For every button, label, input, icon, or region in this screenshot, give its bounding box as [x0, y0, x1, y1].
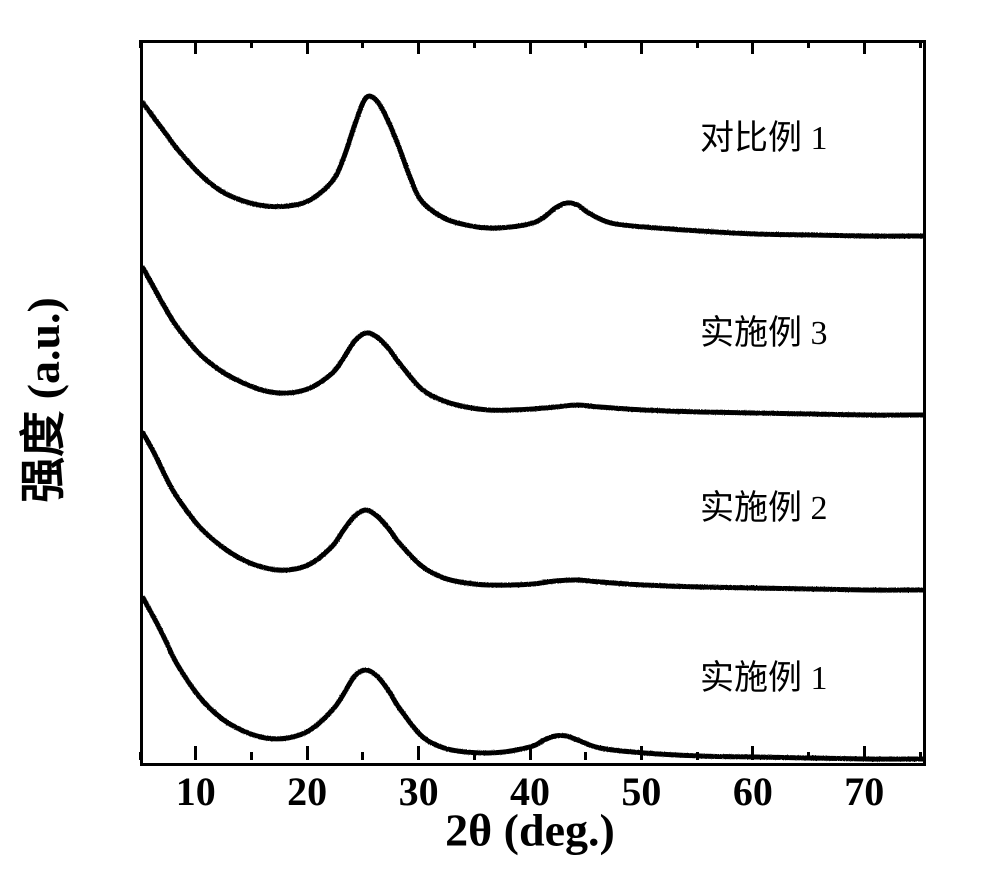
x-tick-label: 60: [733, 768, 773, 815]
x-tick-major: [529, 746, 532, 760]
x-tick-minor: [919, 752, 922, 760]
x-tick-minor: [807, 40, 810, 48]
x-tick-major: [194, 40, 197, 54]
x-tick-minor: [473, 752, 476, 760]
x-tick-minor: [584, 752, 587, 760]
x-tick-minor: [584, 40, 587, 48]
x-tick-major: [529, 40, 532, 54]
x-tick-minor: [250, 40, 253, 48]
x-tick-minor: [473, 40, 476, 48]
x-tick-major: [863, 746, 866, 760]
x-tick-major: [640, 40, 643, 54]
x-tick-label: 40: [510, 768, 550, 815]
chart-container: 强度 (a.u.) 2θ (deg.) 10203040506070对比例 1实…: [0, 0, 1000, 880]
series-label-example-1: 实施例 1: [700, 650, 828, 699]
x-tick-minor: [361, 40, 364, 48]
x-tick-minor: [807, 752, 810, 760]
x-tick-major: [863, 40, 866, 54]
x-tick-minor: [139, 40, 142, 48]
x-tick-major: [751, 746, 754, 760]
series-label-comparative-1: 对比例 1: [700, 110, 828, 159]
series-label-example-2: 实施例 2: [700, 480, 828, 529]
x-tick-minor: [250, 752, 253, 760]
x-tick-label: 30: [399, 768, 439, 815]
x-tick-minor: [139, 752, 142, 760]
x-tick-major: [306, 40, 309, 54]
x-tick-minor: [696, 752, 699, 760]
x-tick-label: 70: [844, 768, 884, 815]
y-axis-label: 强度 (a.u.): [7, 297, 73, 503]
x-tick-minor: [361, 752, 364, 760]
series-label-example-3: 实施例 3: [700, 305, 828, 354]
x-tick-major: [306, 746, 309, 760]
x-tick-major: [640, 746, 643, 760]
x-tick-label: 20: [287, 768, 327, 815]
x-tick-label: 50: [621, 768, 661, 815]
x-tick-minor: [919, 40, 922, 48]
x-tick-major: [751, 40, 754, 54]
x-tick-minor: [696, 40, 699, 48]
x-tick-major: [417, 746, 420, 760]
x-tick-major: [194, 746, 197, 760]
x-tick-label: 10: [176, 768, 216, 815]
x-tick-major: [417, 40, 420, 54]
